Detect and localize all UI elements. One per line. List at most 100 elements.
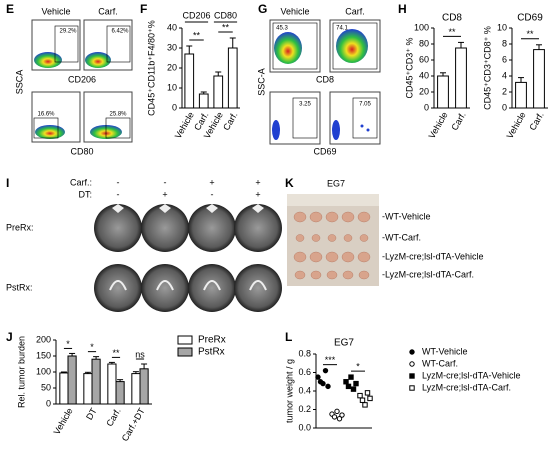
gate-percent: 45.3 <box>276 26 288 32</box>
dot <box>359 397 366 403</box>
y-tick-label: 0.6 <box>298 367 311 377</box>
legend-label: LyzM-cre;lsl-dTA-Vehicle <box>422 370 521 380</box>
photo-title: EG7 <box>327 178 345 188</box>
x-tick-label: Carf. <box>221 110 239 132</box>
x-tick-label: Vehicle <box>427 110 450 140</box>
significance-label: *** <box>325 355 336 365</box>
dot <box>325 383 331 390</box>
treatment-sign: - <box>211 189 214 199</box>
legend-swatch <box>177 335 193 345</box>
legend-label: PreRx <box>198 335 226 346</box>
legend-label: LyzM-cre;lsl-dTA-Carf. <box>422 382 511 392</box>
legend-label: WT-Carf. <box>422 358 458 368</box>
chart-title: CD8 <box>442 13 462 24</box>
axis-label: SSC-A <box>256 68 266 96</box>
legend-swatch <box>177 347 193 357</box>
bar <box>59 372 69 405</box>
x-tick-label: Vehicle <box>505 110 528 140</box>
y-tick-label: 0.2 <box>298 404 311 414</box>
x-tick-label: Carf. <box>104 406 122 428</box>
y-axis-label: CD45⁺CD3⁺ % <box>404 37 414 98</box>
y-tick-label: 0 <box>46 398 51 408</box>
x-tick-label: Vehicle <box>52 406 75 436</box>
x-tick-label: DT <box>84 406 99 422</box>
treatment-sign: + <box>255 177 260 187</box>
bar <box>91 358 101 405</box>
y-tick-label: 0.8 <box>298 348 311 358</box>
significance-label: * <box>90 342 94 352</box>
y-tick-label: 100 <box>36 366 51 376</box>
panel-letter: I <box>6 176 9 190</box>
bar <box>455 47 467 109</box>
y-tick-label: 10 <box>167 82 177 92</box>
panel-letter: J <box>6 330 13 344</box>
y-tick-label: 6 <box>502 54 507 64</box>
dot <box>343 379 349 385</box>
chart-title: CD69 <box>517 13 543 24</box>
panel-letter: H <box>398 2 407 16</box>
dot <box>322 367 329 374</box>
gate-percent: 29.2% <box>59 29 77 35</box>
dot <box>334 408 340 415</box>
treatment-sign: - <box>164 177 167 187</box>
dot <box>367 395 373 402</box>
row-title: DT: <box>79 189 93 199</box>
dot <box>409 361 415 367</box>
bar <box>437 75 449 109</box>
flow-plot <box>31 19 133 143</box>
dot <box>331 414 338 420</box>
column-title: Vehicle <box>280 6 309 16</box>
column-title: Carf. <box>345 6 365 16</box>
significance-label: ns <box>135 349 145 359</box>
dot <box>409 385 415 391</box>
photo-label: -WT-Carf. <box>382 232 421 242</box>
dot <box>409 349 415 355</box>
significance-label: * <box>66 339 70 349</box>
axis-label: SSCA <box>14 70 24 95</box>
column-title: Vehicle <box>41 6 70 16</box>
dot <box>339 412 345 418</box>
y-tick-label: 20 <box>419 86 429 96</box>
axis-label: CD80 <box>70 146 93 156</box>
y-tick-label: 80 <box>419 38 429 48</box>
bar <box>131 373 141 405</box>
y-tick-label: 200 <box>36 334 51 344</box>
bar <box>139 368 149 405</box>
ct-images <box>94 204 282 312</box>
treatment-sign: + <box>255 189 260 199</box>
y-tick-label: 0.4 <box>298 385 311 395</box>
bar <box>184 53 195 109</box>
y-tick-label: 2 <box>502 86 507 96</box>
photo-label: -LyzM-cre;lsl-dTA-Carf. <box>382 269 474 279</box>
tumor-photo <box>287 194 379 286</box>
y-tick-label: 0.0 <box>298 422 311 432</box>
dot <box>364 390 371 396</box>
panel-letter: L <box>285 330 292 344</box>
axis-label: CD8 <box>316 74 334 84</box>
y-tick-label: 4 <box>502 70 507 80</box>
bar <box>533 49 545 109</box>
significance-label: ** <box>193 30 201 40</box>
x-tick-label: Carf. <box>527 110 545 132</box>
panel-letter: F <box>140 2 147 16</box>
x-tick-label: Carf. <box>449 110 467 132</box>
group-label: CD80 <box>214 10 237 20</box>
x-tick-label: Carf.+DT <box>120 406 147 443</box>
group-label: CD206 <box>182 10 210 20</box>
flow-plot <box>269 19 381 145</box>
dot <box>409 373 415 379</box>
dot <box>336 416 343 422</box>
panel-letter: G <box>258 2 267 16</box>
y-axis-label: tumor weight / g <box>284 359 294 423</box>
y-axis-label: Rel. tumor burden <box>16 336 26 408</box>
gate-percent: 3.25 <box>299 102 311 108</box>
gate-percent: 74.1 <box>336 26 348 32</box>
dot <box>353 380 359 387</box>
y-tick-label: 0 <box>502 102 507 112</box>
chart-title: EG7 <box>334 338 354 349</box>
dot <box>350 386 357 392</box>
treatment-sign: + <box>209 177 214 187</box>
treatment-sign: + <box>162 189 167 199</box>
y-tick-label: 0 <box>172 102 177 112</box>
